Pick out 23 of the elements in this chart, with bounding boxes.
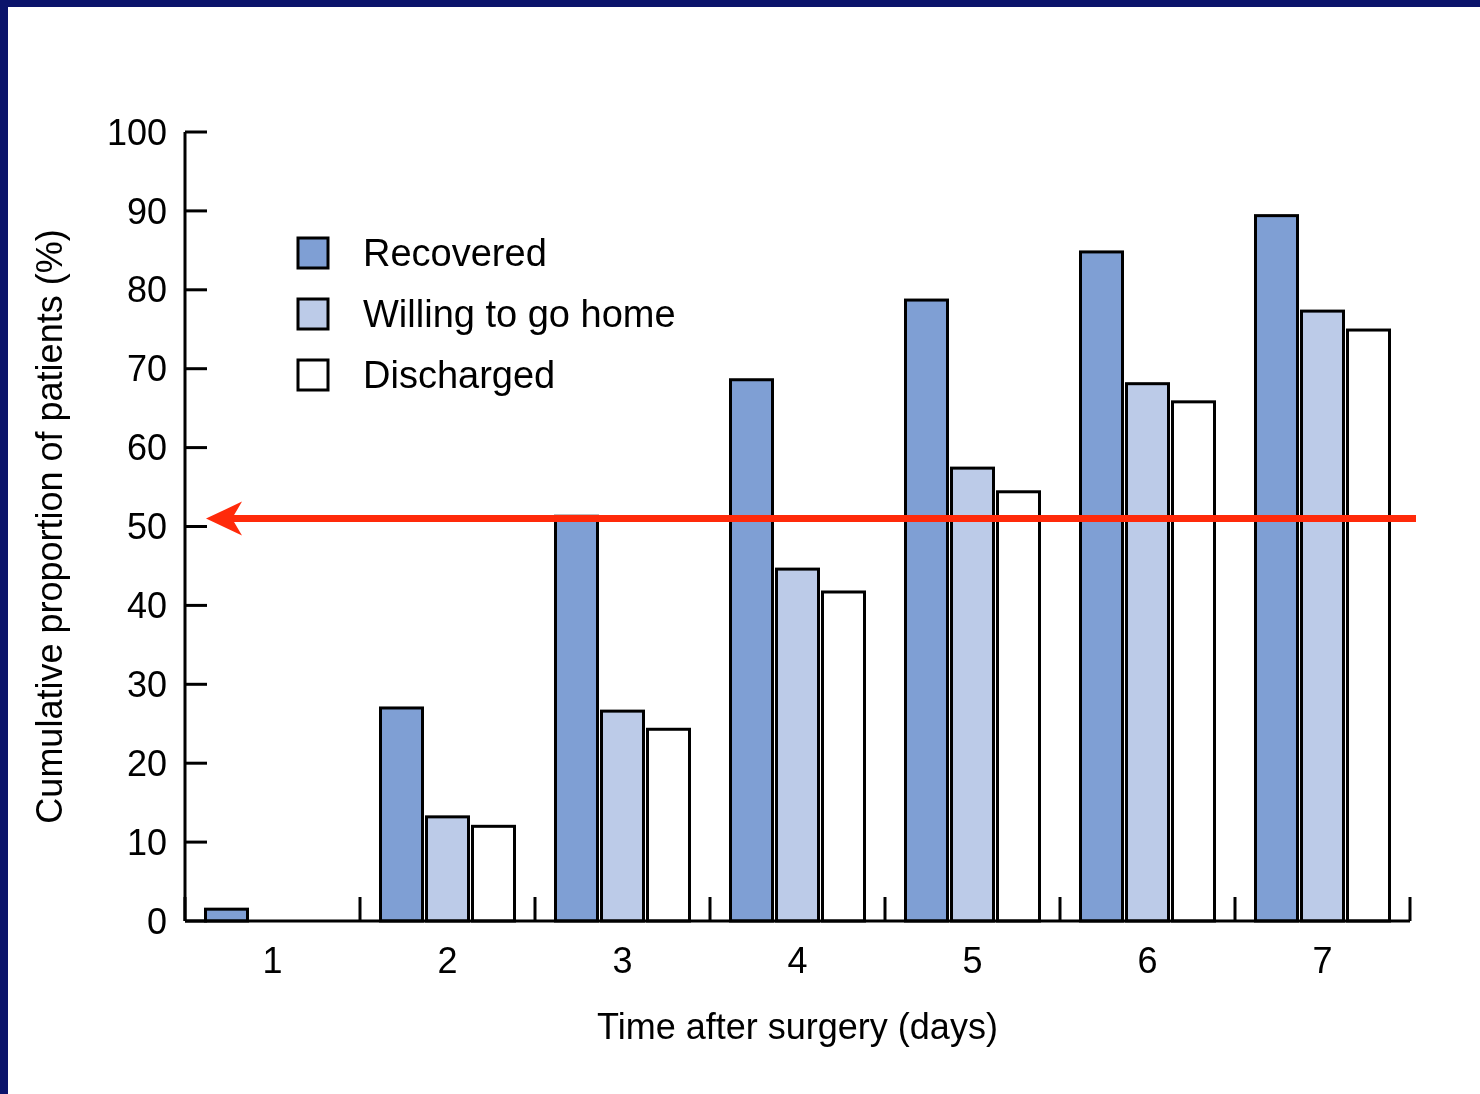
y-tick-label: 30 — [126, 663, 167, 705]
x-axis-title: Time after surgery (days) — [597, 1006, 998, 1047]
x-tick-label: 2 — [437, 940, 458, 981]
y-tick-label: 20 — [126, 742, 167, 784]
legend-label: Recovered — [363, 232, 547, 275]
y-tick-label: 10 — [126, 821, 167, 863]
y-tick-label: 70 — [126, 348, 167, 390]
x-tick-label: 4 — [787, 940, 808, 981]
y-axis-title: Cumulative proportion of patients (%) — [29, 229, 70, 824]
y-tick-label: 90 — [126, 190, 167, 232]
y-tick-label: 50 — [126, 506, 167, 548]
y-tick-label: 80 — [126, 269, 167, 311]
x-tick-label: 5 — [962, 940, 983, 981]
y-tick-label: 40 — [126, 585, 167, 626]
x-tick-label: 3 — [612, 940, 633, 981]
y-tick-label: 0 — [146, 900, 167, 942]
y-tick-label: 100 — [106, 111, 167, 153]
legend-label: Willing to go home — [363, 293, 676, 336]
x-tick-label: 7 — [1312, 940, 1333, 981]
x-tick-label: 6 — [1137, 940, 1158, 981]
y-tick-label: 60 — [126, 427, 167, 469]
x-tick-label: 1 — [262, 940, 283, 981]
legend-label: Discharged — [363, 354, 556, 397]
